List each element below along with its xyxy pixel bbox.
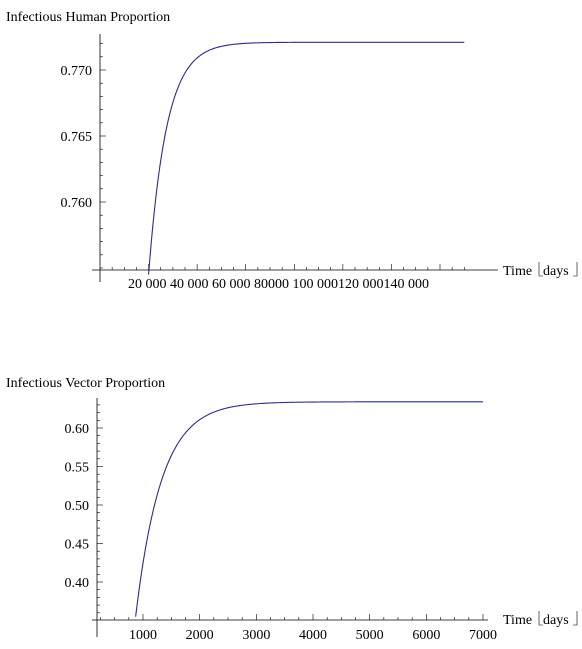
x-tick-label: 4000 [299,628,327,643]
chart-1-x-ticks [111,264,465,270]
chart-2-y-axis-label: Infectious Vector Proportion [6,376,165,391]
chart-1-y-ticks: 0.760 0.765 0.770 [61,43,106,269]
chart-1-x-tick-labels: 20 000 40 000 60 000 80000 100 000120 00… [128,277,429,292]
y-tick-label: 0.770 [61,64,93,79]
chart-2-x-axis-label-time: Time [503,613,532,628]
y-tick-label: 0.50 [65,499,90,514]
x-tick-label: 6000 [412,628,440,643]
x-tick-label: 2000 [186,628,214,643]
y-tick-label: 0.60 [65,422,90,437]
chart-1-series-line [148,41,465,275]
chart-1-x-axis-label-time: Time [503,264,532,279]
chart-1-y-axis-label: Infectious Human Proportion [6,10,170,25]
y-tick-label: 0.45 [65,538,90,553]
x-tick-label: 5000 [356,628,384,643]
x-tick-label: 7000 [469,628,497,643]
y-tick-label: 0.55 [65,461,90,476]
chart-2-series-line [135,401,483,617]
chart-1-unit-bracket-left [538,262,543,277]
vector-proportion-chart: Infectious Vector Proportion 0.40 0.45 0.5… [6,376,578,643]
x-tick-label: 1000 [129,628,157,643]
chart-1-x-axis-unit-days: days [543,264,569,279]
y-tick-label: 0.40 [65,576,90,591]
chart-2-x-axis-unit-days: days [543,613,569,628]
y-tick-label: 0.765 [61,130,93,145]
x-tick-label: 3000 [242,628,270,643]
chart-2-unit-bracket-right [573,611,578,626]
chart-1-unit-bracket-right [573,262,578,277]
chart-2-y-ticks: 0.40 0.45 0.50 0.55 0.60 [65,404,103,614]
chart-2-unit-bracket-left [538,611,543,626]
chart-2-x-ticks: 1000 2000 3000 4000 5000 6000 7000 [100,614,497,643]
human-proportion-chart: Infectious Human Proportion 0.7600.7650.… [6,10,578,292]
y-tick-label: 0.760 [61,196,93,211]
